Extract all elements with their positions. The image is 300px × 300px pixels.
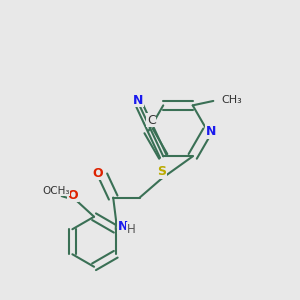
Text: O: O — [68, 189, 78, 202]
Text: N: N — [206, 125, 216, 138]
Text: N: N — [117, 220, 128, 233]
Text: H: H — [127, 223, 136, 236]
Text: C: C — [147, 114, 156, 127]
Text: CH₃: CH₃ — [222, 95, 242, 105]
Text: N: N — [133, 94, 143, 107]
Text: OCH₃: OCH₃ — [42, 186, 70, 196]
Text: S: S — [157, 166, 166, 178]
Text: O: O — [92, 167, 103, 180]
